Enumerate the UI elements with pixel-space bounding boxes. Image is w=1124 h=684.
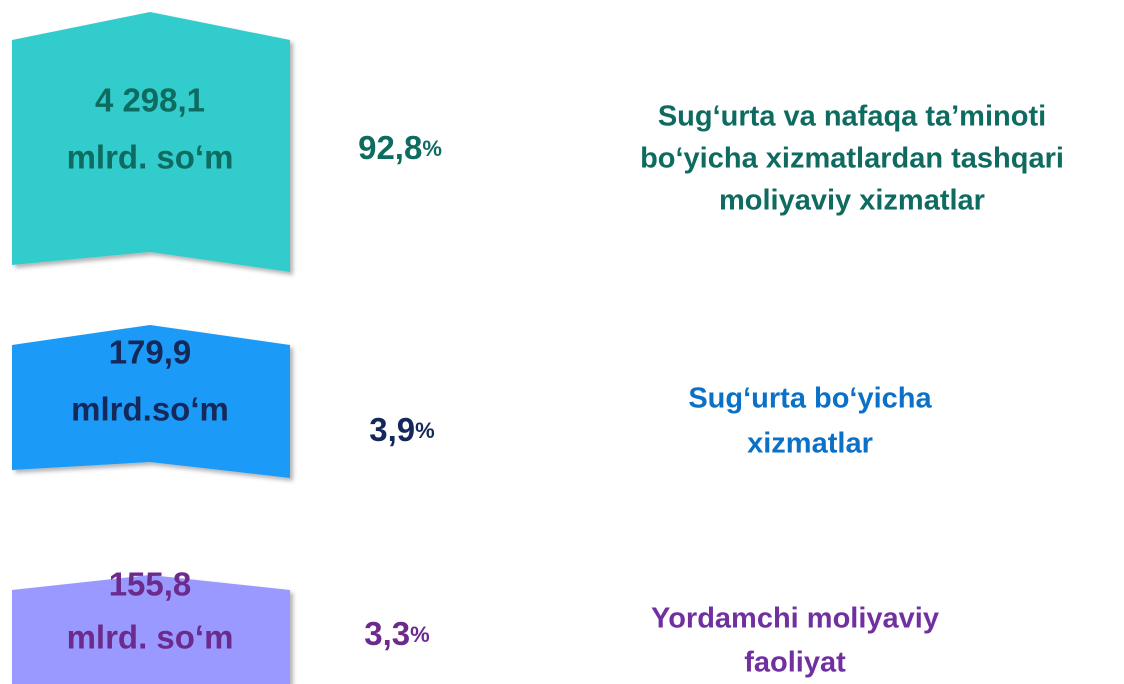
amount: 155,8 — [109, 566, 192, 603]
label: Sug‘urta va nafaqa ta’minoti — [658, 101, 1046, 133]
amount: mlrd. so‘m — [67, 619, 234, 656]
amount: 4 298,1 — [95, 82, 205, 119]
label: moliyaviy xizmatlar — [719, 185, 985, 217]
percent-value: 92,8 — [358, 129, 422, 166]
percent: 3,9% — [369, 411, 434, 448]
percent-sign: % — [415, 418, 435, 443]
amount: mlrd. so‘m — [67, 139, 234, 176]
percent-value: 3,9 — [369, 411, 415, 448]
percent-sign: % — [422, 136, 442, 161]
label: xizmatlar — [747, 428, 873, 460]
banner — [12, 575, 290, 684]
label: Sug‘urta bo‘yicha — [688, 383, 932, 415]
percent: 3,3% — [364, 615, 429, 652]
percent: 92,8% — [358, 129, 442, 166]
label: faoliyat — [744, 647, 846, 679]
label: Yordamchi moliyaviy — [651, 603, 939, 635]
banner — [12, 12, 290, 272]
amount: mlrd.so‘m — [71, 391, 229, 428]
percent-value: 3,3 — [364, 615, 410, 652]
amount: 179,9 — [109, 334, 192, 371]
percent-sign: % — [410, 622, 430, 647]
label: bo‘yicha xizmatlardan tashqari — [640, 143, 1064, 175]
banner — [12, 325, 290, 478]
